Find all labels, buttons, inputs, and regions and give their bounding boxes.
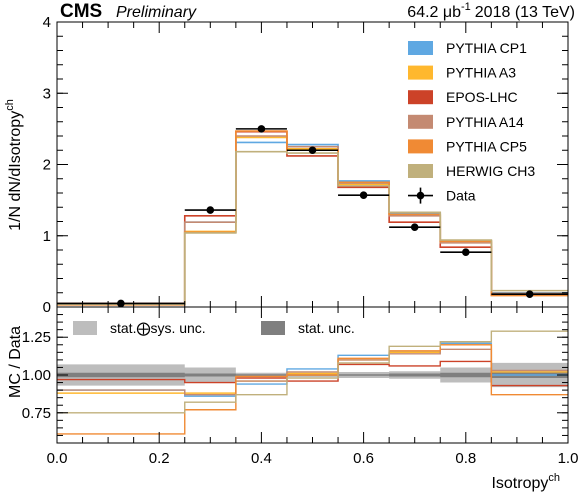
ratio-legend-swatch-stat: [261, 321, 285, 335]
legend-swatch-pythia-cp5: [408, 139, 433, 154]
legend-swatch-pythia-cp1: [408, 41, 433, 55]
legend-swatch-pythia-a3: [408, 65, 433, 80]
lumi-label: 64.2 μb-1 2018 (13 TeV): [407, 1, 575, 21]
data-point: [462, 248, 470, 256]
ratio-legend-label-total: stat.⨁sys. unc.: [110, 320, 206, 336]
legend-swatch-pythia-a14: [408, 114, 433, 129]
top-y-tick-label: 4: [43, 14, 51, 31]
x-tick-label: 0.2: [149, 450, 170, 467]
x-axis-title: Isotropych: [491, 472, 560, 492]
ratio-series-pythia-cp5: [57, 344, 568, 435]
y-axis-title-top-main: 1/N dN/dIsotropy: [7, 111, 24, 231]
data-point: [117, 299, 125, 308]
y-axis-title-ratio: MC / Data: [7, 326, 24, 398]
ratio-y-tick-label: 1.00: [22, 367, 51, 384]
cms-label: CMS: [60, 1, 102, 22]
legend-label-pythia-cp5: PYTHIA CP5: [446, 138, 527, 154]
legend-label-pythia-a3: PYTHIA A3: [446, 65, 516, 81]
data-point: [410, 223, 419, 231]
legend-label-herwig-ch3: HERWIG CH3: [446, 163, 535, 179]
run-label: 2018 (13 TeV): [475, 4, 575, 21]
x-axis-title-sup: ch: [548, 472, 560, 484]
x-axis-title-main: Isotropy: [491, 475, 548, 492]
x-tick-label: 0.0: [47, 450, 68, 467]
legend-swatch-herwig-ch3: [408, 164, 433, 178]
legend-label-pythia-a14: PYTHIA A14: [446, 114, 524, 130]
data-point: [257, 125, 266, 133]
ratio-legend-label-stat: stat. unc.: [298, 320, 355, 336]
legend-label-data: Data: [446, 188, 476, 204]
data-point: [359, 191, 368, 199]
x-tick-label: 0.6: [353, 450, 374, 467]
legend-swatch-epos-lhc: [408, 90, 433, 105]
x-tick-label: 0.4: [251, 450, 272, 467]
top-y-tick-label: 2: [43, 157, 51, 174]
data-point: [525, 290, 534, 298]
top-y-tick-label: 1: [43, 228, 51, 245]
top-panel: 0 1 2 3 4 PYTHIA CP1 PYTHIA A3 EPOS-LHC PYTHIA A…: [43, 14, 569, 316]
ratio-panel: stat.⨁sys. unc. stat. unc. 0.75 1.00 1.25 0.0…: [22, 306, 579, 467]
legend-data-marker: [416, 191, 425, 200]
data-point: [206, 206, 215, 214]
data-point: [308, 146, 317, 155]
top-y-tick-label: 0: [43, 299, 51, 316]
y-axis-title-top-sup: ch: [4, 99, 16, 111]
legend-label-pythia-cp1: PYTHIA CP1: [446, 40, 527, 56]
ratio-y-tick-label: 1.25: [22, 329, 51, 346]
x-tick-label: 1.0: [558, 450, 579, 467]
lumi-exponent: -1: [461, 1, 471, 13]
ratio-series-herwig-ch3: [57, 330, 568, 414]
lumi-value: 64.2 μb: [407, 4, 461, 21]
top-y-tick-label: 3: [43, 85, 51, 102]
ratio-legend-swatch-total: [73, 321, 97, 335]
legend-label-epos-lhc: EPOS-LHC: [446, 89, 518, 105]
ratio-y-tick-label: 0.75: [22, 405, 51, 422]
preliminary-label: Preliminary: [116, 4, 197, 21]
y-axis-title-top: 1/N dN/dIsotropych: [4, 99, 24, 231]
x-tick-label: 0.8: [455, 450, 476, 467]
top-series-herwig-ch3: [57, 150, 568, 305]
